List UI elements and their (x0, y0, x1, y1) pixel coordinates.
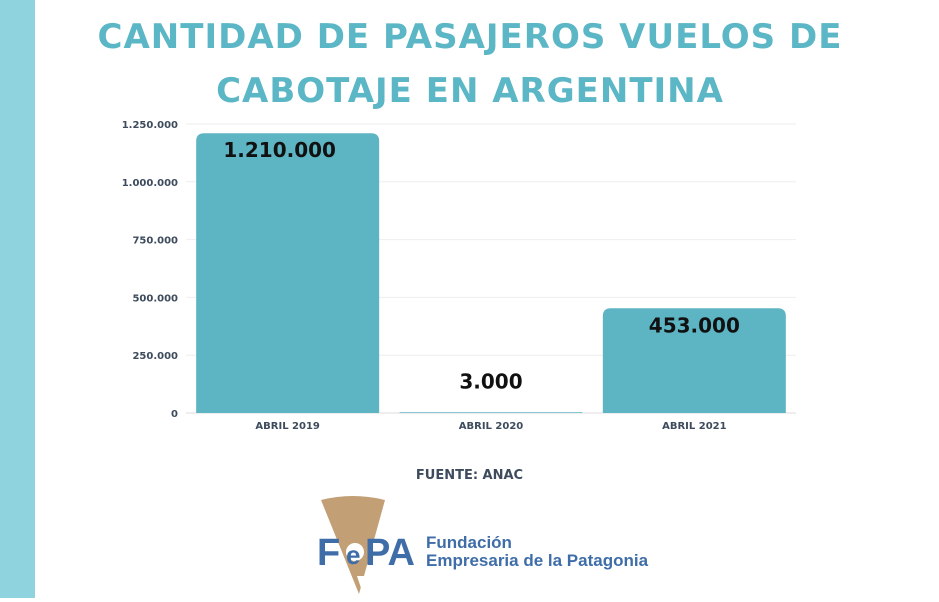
svg-text:e: e (346, 540, 360, 570)
bar-value-label: 453.000 (649, 313, 740, 337)
x-tick-label: ABRIL 2020 (459, 421, 524, 432)
y-tick-label: 0 (171, 409, 178, 420)
x-tick-label: ABRIL 2019 (255, 421, 320, 432)
y-tick-label: 1.250.000 (122, 120, 178, 131)
fepa-logo: F e PA Fundación Empresaria de la Patago… (315, 494, 675, 598)
y-tick-label: 750.000 (132, 236, 178, 247)
bar (196, 133, 380, 414)
bar-value-label: 1.210.000 (223, 138, 336, 162)
y-tick-label: 250.000 (132, 351, 178, 362)
logo-wordmark: Fundación Empresaria de la Patagonia (426, 534, 648, 570)
chart-title-line2: CABOTAJE EN ARGENTINA (216, 71, 724, 111)
x-tick-label: ABRIL 2021 (662, 421, 727, 432)
chart-title-line1: CANTIDAD DE PASAJEROS VUELOS DE (97, 17, 843, 57)
bar-chart: 0 250.000 500.000 750.000 1.000.000 1.250.000… (122, 120, 796, 432)
y-tick-label: 500.000 (132, 293, 178, 304)
logo-name-line2: Empresaria de la Patagonia (426, 551, 649, 570)
svg-text:PA: PA (365, 532, 415, 574)
y-tick-label: 1.000.000 (122, 178, 178, 189)
source-note: FUENTE: ANAC (415, 468, 524, 483)
fepa-logo-mark: F e PA (317, 496, 415, 594)
logo-name-line1: Fundación (426, 533, 512, 552)
bar (602, 308, 786, 413)
bar-value-label: 3.000 (459, 369, 522, 393)
bar (399, 412, 583, 413)
svg-text:F: F (317, 532, 340, 574)
side-accent-bar (0, 0, 35, 598)
